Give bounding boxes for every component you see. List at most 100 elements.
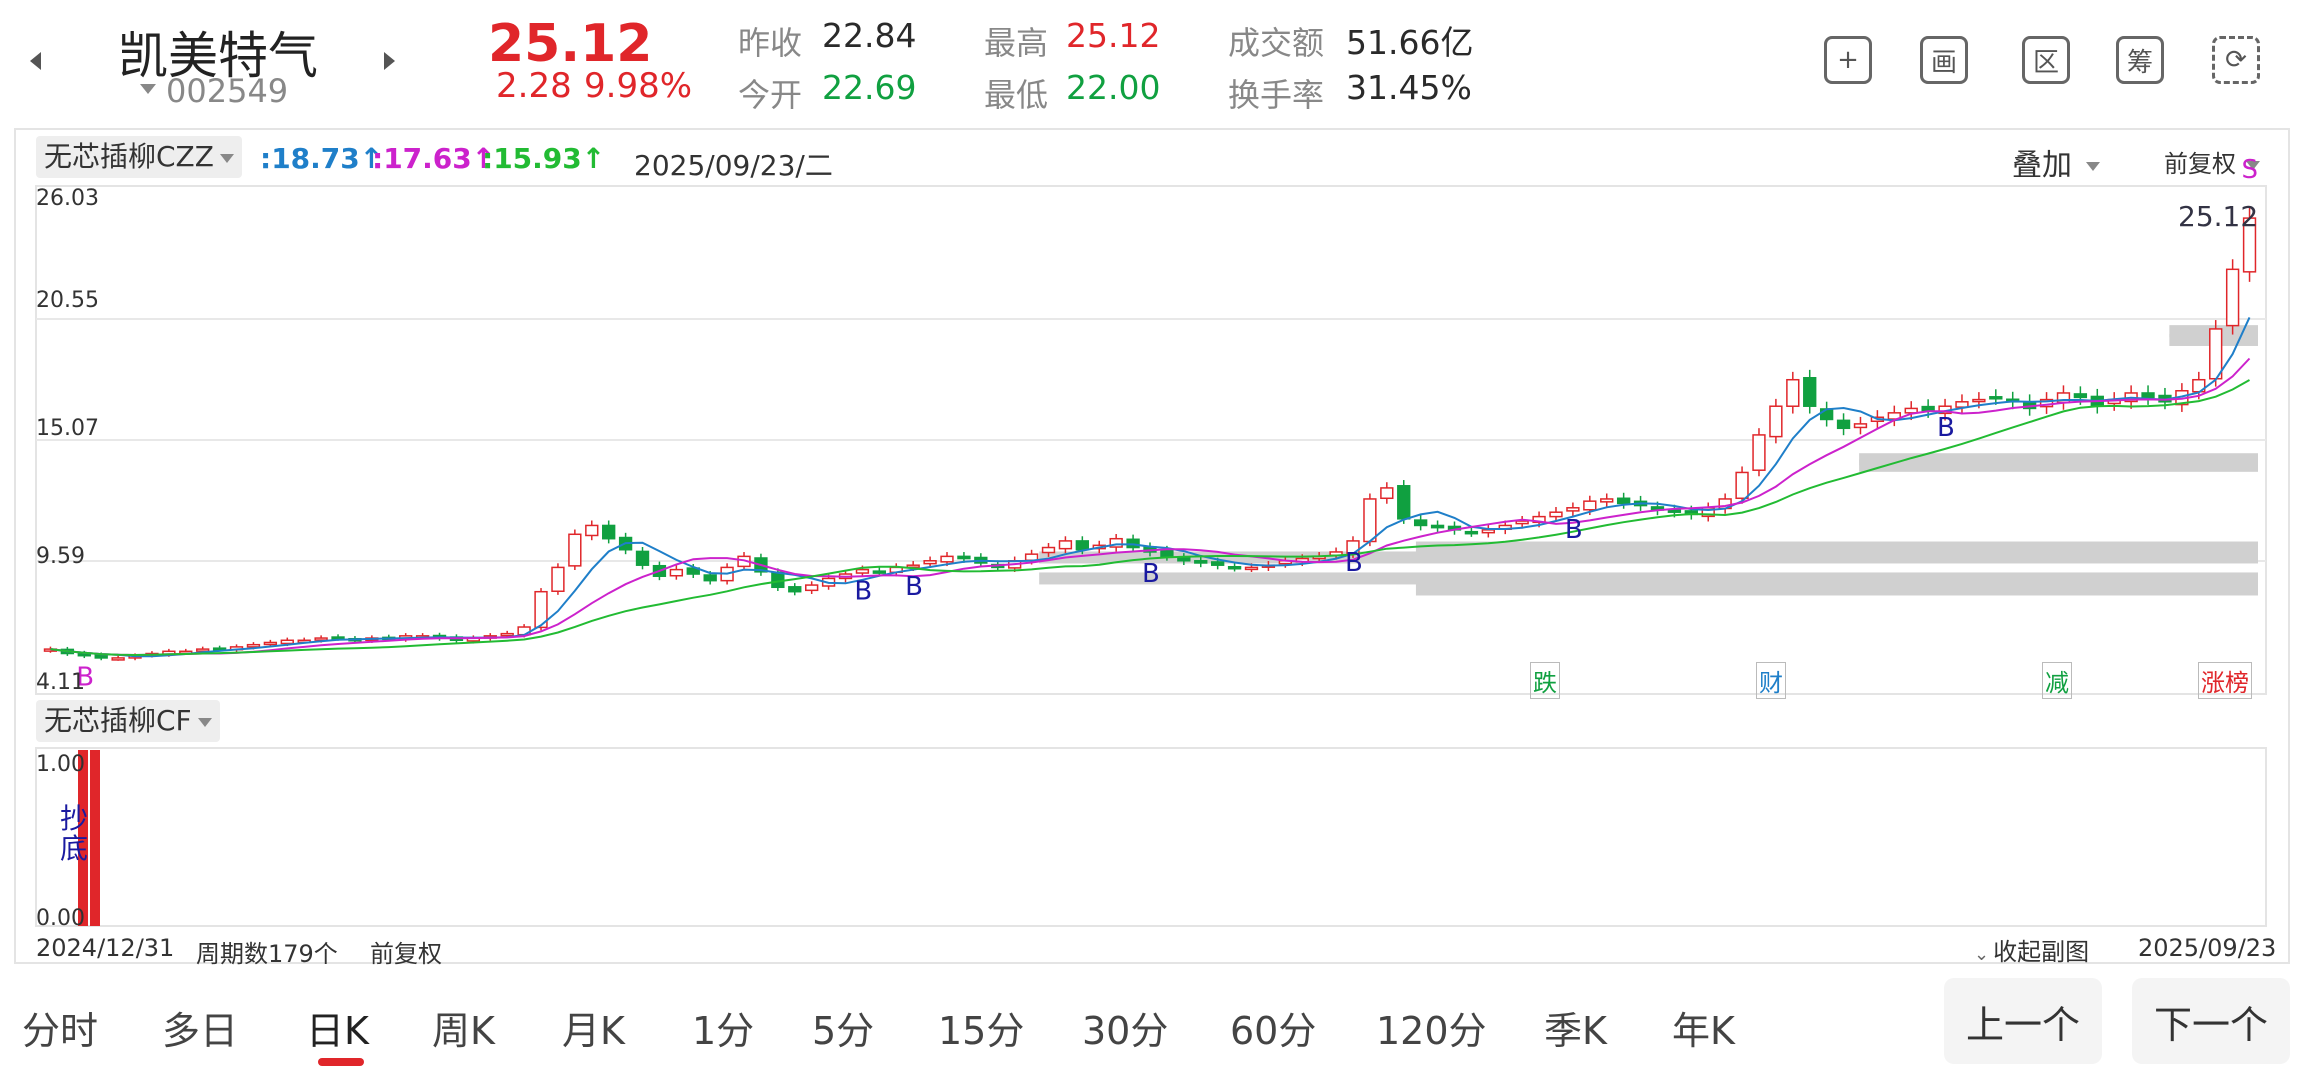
quote-value-open: 22.69	[822, 68, 917, 107]
buy-signal-marker: B	[76, 663, 94, 693]
quote-label-turnover-amount: 成交额	[1228, 24, 1325, 62]
chip-distribution-icon[interactable]: 筹	[2116, 36, 2164, 84]
code-dropdown-icon[interactable]	[140, 84, 156, 94]
event-tag-finance[interactable]: 财	[1756, 662, 1786, 699]
quote-label-prev-close: 昨收	[738, 24, 803, 62]
candle-body	[534, 590, 548, 629]
candle-body	[1786, 378, 1800, 407]
main-indicator-selector[interactable]: 无芯插柳CZZ	[36, 136, 242, 178]
candle-body	[1194, 560, 1208, 564]
candle-body	[1769, 405, 1783, 438]
quote-value-turnover-rate: 31.45%	[1346, 68, 1472, 107]
tab-1min[interactable]: 1分	[692, 1009, 755, 1053]
support-band	[1039, 572, 2258, 585]
candle-body	[872, 570, 887, 574]
adjust-button[interactable]: 前复权	[2164, 144, 2260, 179]
candle-body	[568, 533, 582, 567]
candle-body	[2141, 392, 2155, 399]
candle-body	[1735, 471, 1749, 500]
prev-stock-arrow-icon[interactable]	[30, 52, 41, 70]
candle-body	[1041, 546, 1056, 554]
tab-15min[interactable]: 15分	[938, 1009, 1025, 1053]
moving-average-line	[50, 357, 2251, 657]
candle-body	[1160, 549, 1174, 558]
period-count: 周期数179个	[196, 940, 338, 968]
tab-30min[interactable]: 30分	[1082, 1009, 1169, 1053]
candle-body	[1616, 497, 1631, 505]
buy-signal-marker: B	[905, 572, 923, 602]
plus-square-icon[interactable]: +	[1824, 36, 1872, 84]
candle-body	[1413, 519, 1428, 527]
candle-body	[1836, 419, 1851, 430]
adjust-label: 前复权	[2164, 150, 2236, 178]
candle-body	[280, 639, 294, 645]
candle-body	[1210, 561, 1225, 566]
chevron-down-icon: ⌄	[1974, 944, 1990, 965]
chevron-down-icon	[2086, 162, 2100, 171]
candle-body	[1989, 396, 2003, 400]
tab-120min[interactable]: 120分	[1376, 1009, 1487, 1053]
event-tag-limit-up[interactable]: 涨榜	[2198, 662, 2252, 699]
adjust-mode: 前复权	[370, 940, 442, 968]
current-price: 25.12	[488, 14, 653, 74]
event-tag-reduce[interactable]: 减	[2042, 662, 2072, 699]
sub-indicator-selector[interactable]: 无芯插柳CF	[36, 700, 220, 742]
overlay-button[interactable]: 叠加	[2012, 140, 2100, 184]
main-indicator-name: 无芯插柳CZZ	[44, 140, 214, 173]
candle-body	[686, 567, 700, 575]
candle-body	[1058, 540, 1073, 550]
tab-quarterly-k[interactable]: 季K	[1544, 1009, 1607, 1053]
crosshair-date: 2025/09/23/二	[634, 149, 833, 182]
next-button[interactable]: 下一个	[2132, 978, 2290, 1064]
prev-button[interactable]: 上一个	[1944, 978, 2102, 1064]
buy-signal-marker: B	[1142, 559, 1160, 589]
candle-body	[1667, 509, 1682, 513]
moving-average-line	[50, 316, 2251, 658]
candle-body	[1481, 529, 1495, 534]
tab-weekly-k[interactable]: 周K	[432, 1009, 495, 1053]
tab-60min[interactable]: 60分	[1230, 1009, 1317, 1053]
candle-body	[771, 571, 785, 589]
event-tag-drop[interactable]: 跌	[1530, 662, 1560, 699]
tab-5min[interactable]: 5分	[812, 1009, 875, 1053]
quote-value-low: 22.00	[1066, 68, 1161, 107]
buy-signal-marker: B	[854, 577, 872, 607]
signal-markers: B B B B B B B S	[76, 155, 2258, 693]
candle-body	[1972, 398, 1986, 403]
candle-body	[1075, 540, 1090, 551]
tab-multi-day[interactable]: 多日	[162, 1009, 239, 1053]
candle-body	[1853, 423, 1868, 429]
stock-code[interactable]: 002549	[166, 72, 289, 110]
candle-body	[1819, 408, 1834, 421]
overlay-label: 叠加	[2012, 148, 2072, 183]
candle-body	[957, 555, 971, 560]
quote-label-open: 今开	[738, 76, 803, 114]
candle-body	[1600, 498, 1614, 503]
tab-intraday[interactable]: 分时	[22, 1009, 99, 1053]
picture-frame-icon[interactable]: 画	[1920, 36, 1968, 84]
sub-indicator-name: 无芯插柳CF	[44, 704, 192, 737]
candle-body	[1803, 377, 1817, 407]
chevron-down-icon	[2246, 160, 2260, 170]
range-select-icon[interactable]: 区	[2022, 36, 2070, 84]
candle-body	[2073, 393, 2088, 399]
tab-monthly-k[interactable]: 月K	[562, 1009, 625, 1053]
candle-body	[1109, 537, 1123, 548]
y-tick-label: 26.03	[36, 186, 99, 211]
sell-signal-marker: S	[2242, 155, 2259, 185]
candle-body	[1752, 434, 1766, 471]
candle-body	[1921, 405, 1935, 412]
chart-frame	[14, 128, 2290, 964]
candle-body	[1583, 500, 1597, 511]
signal-bar	[78, 750, 88, 926]
rotate-screen-icon[interactable]: ⟳	[2212, 36, 2260, 84]
tab-yearly-k[interactable]: 年K	[1672, 1009, 1735, 1053]
ma1-value: :18.73↑	[260, 142, 384, 175]
candle-body	[314, 637, 328, 641]
candle-body	[111, 657, 125, 661]
candle-body	[635, 550, 650, 566]
next-stock-arrow-icon[interactable]	[384, 52, 395, 70]
collapse-subchart-button[interactable]: ⌄ 收起副图	[1974, 932, 2089, 967]
tab-daily-k[interactable]: 日K	[306, 1009, 369, 1053]
